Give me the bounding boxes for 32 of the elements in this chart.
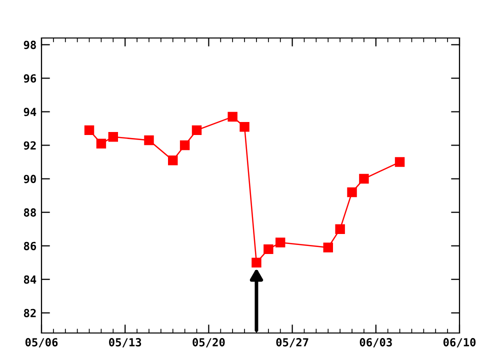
y-tick-label: 98 (24, 40, 36, 50)
point (192, 125, 202, 136)
point (144, 135, 154, 146)
y-tick-label: 90 (24, 174, 36, 184)
y-tick-label: 82 (24, 308, 36, 318)
point (275, 238, 286, 248)
y-tick-label: 88 (24, 208, 36, 217)
point (252, 258, 262, 268)
point (108, 132, 118, 142)
x-tick-label: 06/10 (443, 338, 476, 348)
x-tick-label: 05/20 (192, 338, 225, 348)
x-tick-label: 05/06 (25, 338, 58, 348)
point (264, 244, 274, 254)
point (347, 187, 357, 198)
point (323, 242, 333, 252)
point (359, 174, 369, 184)
x-tick-label: 05/27 (276, 338, 308, 348)
y-tick-label: 84 (24, 275, 36, 284)
y-tick-label: 96 (24, 74, 36, 83)
point (180, 140, 190, 150)
x-tick-label: 06/03 (360, 338, 392, 348)
y-tick-label: 92 (24, 141, 36, 150)
point (168, 155, 178, 166)
point (240, 122, 250, 132)
x-tick-label: 05/13 (109, 338, 142, 348)
y-tick-label: 94 (24, 108, 36, 116)
point (394, 157, 405, 167)
y-tick-label: 86 (24, 242, 36, 250)
point (228, 112, 238, 122)
point (84, 125, 94, 136)
point (335, 224, 345, 234)
point (96, 138, 106, 148)
